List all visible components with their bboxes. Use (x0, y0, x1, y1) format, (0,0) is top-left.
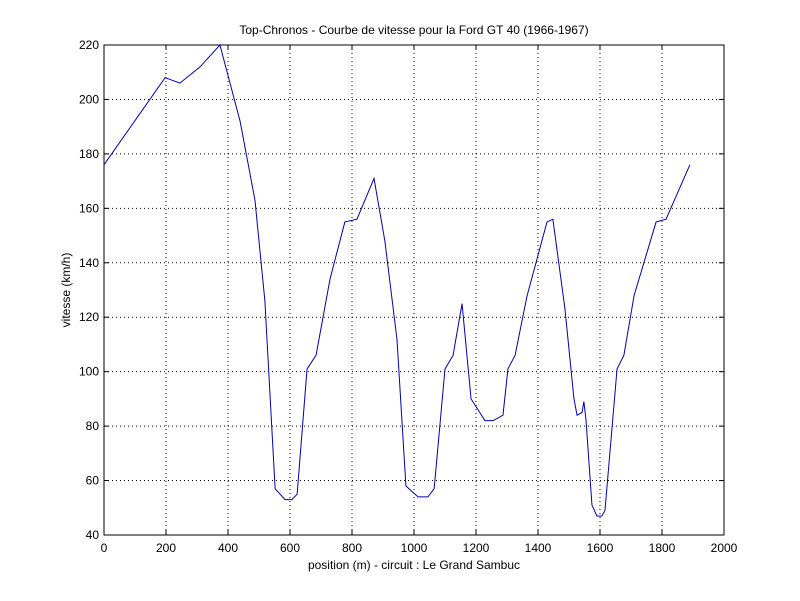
x-tick-label: 800 (342, 541, 362, 555)
y-tick-label: 160 (79, 201, 99, 215)
x-tick-label: 1000 (401, 541, 428, 555)
y-tick-label: 100 (79, 365, 99, 379)
plot-frame (103, 44, 725, 536)
y-tick-label: 120 (79, 310, 99, 324)
y-tick-label: 180 (79, 147, 99, 161)
y-axis-label: vitesse (km/h) (59, 253, 73, 328)
y-tick-label: 140 (79, 256, 99, 270)
x-tick-label: 0 (101, 541, 108, 555)
y-tick-label: 200 (79, 92, 99, 106)
chart-title: Top-Chronos - Courbe de vitesse pour la … (239, 23, 588, 37)
x-tick-label: 1400 (525, 541, 552, 555)
y-tick-label: 80 (86, 419, 100, 433)
y-tick-label: 60 (86, 474, 100, 488)
data-line (103, 43, 691, 517)
x-tick-label: 2000 (711, 541, 738, 555)
x-tick-label: 600 (280, 541, 300, 555)
x-tick-label: 1600 (587, 541, 614, 555)
y-tick-label: 220 (79, 38, 99, 52)
y-tick-label: 40 (86, 528, 100, 542)
x-axis-label: position (m) - circuit : Le Grand Sambuc (308, 558, 520, 572)
x-tick-label: 400 (218, 541, 238, 555)
x-tick-label: 200 (156, 541, 176, 555)
x-tick-label: 1800 (649, 541, 676, 555)
x-tick-label: 1200 (463, 541, 490, 555)
